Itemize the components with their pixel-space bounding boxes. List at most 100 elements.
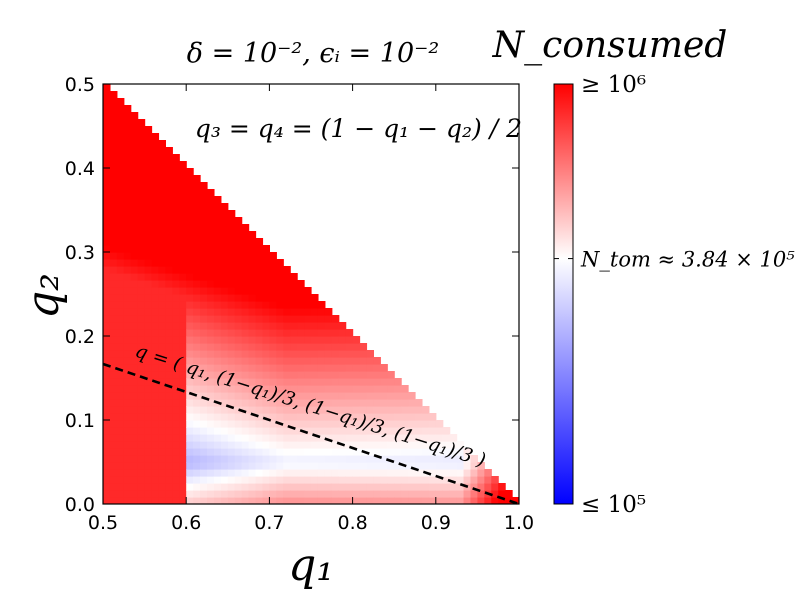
heatmap-cell — [103, 238, 111, 246]
heatmap-cell — [130, 315, 139, 323]
heatmap-cell — [234, 399, 243, 407]
heatmap-cell — [241, 273, 250, 281]
heatmap-cell — [234, 490, 243, 498]
heatmap-cell — [304, 287, 312, 295]
heatmap-cell — [220, 224, 229, 232]
heatmap-cell — [262, 420, 270, 428]
heatmap-cell — [165, 357, 173, 365]
heatmap-cell — [241, 301, 250, 309]
heatmap-cell — [234, 462, 243, 470]
heatmap-cell — [213, 287, 222, 295]
heatmap-cell — [331, 413, 340, 421]
heatmap-cell — [352, 420, 361, 428]
heatmap-cell — [255, 364, 264, 372]
heatmap-cell — [179, 357, 187, 365]
heatmap-cell — [428, 413, 437, 421]
heatmap-cell — [283, 483, 291, 491]
heatmap-cell — [213, 259, 222, 267]
heatmap-cell — [213, 336, 222, 344]
heatmap-cell — [283, 266, 291, 274]
heatmap-cell — [116, 350, 125, 358]
heatmap-cell — [103, 406, 111, 414]
heatmap-cell — [248, 329, 257, 337]
heatmap-cell — [491, 483, 499, 491]
heatmap-cell — [470, 469, 478, 477]
heatmap-cell — [304, 350, 312, 358]
heatmap-cell — [207, 448, 215, 456]
heatmap-cell — [366, 469, 374, 477]
heatmap-cell — [103, 280, 111, 288]
heatmap-cell — [200, 224, 208, 232]
heatmap-cell — [213, 469, 222, 477]
heatmap-cell — [200, 245, 208, 253]
heatmap-cell — [255, 476, 264, 484]
heatmap-cell — [137, 392, 146, 400]
heatmap-cell — [387, 448, 395, 456]
heatmap-cell — [158, 154, 166, 162]
heatmap-cell — [158, 217, 166, 225]
heatmap-cell — [421, 455, 430, 463]
heatmap-cell — [463, 469, 472, 477]
heatmap-cell — [109, 406, 118, 414]
heatmap-cell — [158, 168, 166, 176]
heatmap-cell — [373, 476, 381, 484]
heatmap-cell — [200, 357, 208, 365]
heatmap-cell — [103, 462, 111, 470]
heatmap-cell — [158, 378, 166, 386]
heatmap-cell — [144, 287, 153, 295]
heatmap-cell — [158, 238, 166, 246]
heatmap-cell — [116, 490, 125, 498]
heatmap-cell — [116, 413, 125, 421]
heatmap-cell — [109, 98, 118, 106]
heatmap-cell — [151, 301, 160, 309]
heatmap-cell — [130, 245, 139, 253]
heatmap-cell — [144, 392, 153, 400]
heatmap-cell — [123, 266, 132, 274]
heatmap-cell — [116, 308, 125, 316]
heatmap-cell — [116, 455, 125, 463]
heatmap-cell — [255, 266, 264, 274]
heatmap-cell — [103, 203, 111, 211]
heatmap-cell — [338, 343, 347, 351]
heatmap-cell — [137, 224, 146, 232]
heatmap-cell — [172, 497, 180, 504]
heatmap-cell — [179, 434, 187, 442]
heatmap-cell — [193, 476, 201, 484]
heatmap-cell — [255, 343, 264, 351]
heatmap-cell — [151, 455, 160, 463]
heatmap-cell — [103, 308, 111, 316]
heatmap-cell — [186, 287, 194, 295]
heatmap-cell — [477, 469, 485, 477]
heatmap-cell — [317, 413, 326, 421]
heatmap-cell — [193, 294, 201, 302]
heatmap-cell — [359, 427, 368, 435]
heatmap-cell — [276, 392, 284, 400]
heatmap-cell — [283, 469, 291, 477]
heatmap-cell — [262, 371, 270, 379]
heatmap-cell — [366, 357, 374, 365]
heatmap-cell — [276, 406, 284, 414]
heatmap-cell — [158, 182, 166, 190]
heatmap-cell — [338, 462, 347, 470]
heatmap-cell — [428, 427, 437, 435]
heatmap-cell — [220, 490, 229, 498]
heatmap-cell — [387, 406, 395, 414]
heatmap-cell — [207, 420, 215, 428]
heatmap-cell — [186, 406, 194, 414]
heatmap-cell — [158, 441, 166, 449]
heatmap-cell — [338, 357, 347, 365]
heatmap-cell — [213, 455, 222, 463]
heatmap-cell — [324, 406, 333, 414]
heatmap-cell — [234, 420, 243, 428]
heatmap-cell — [449, 490, 458, 498]
heatmap-cell — [130, 224, 139, 232]
heatmap-cell — [109, 427, 118, 435]
heatmap-cell — [179, 280, 187, 288]
heatmap-cell — [172, 378, 180, 386]
heatmap-cell — [234, 294, 243, 302]
heatmap-cell — [207, 287, 215, 295]
heatmap-cell — [137, 280, 146, 288]
heatmap-cell — [324, 427, 333, 435]
heatmap-cell — [262, 287, 270, 295]
